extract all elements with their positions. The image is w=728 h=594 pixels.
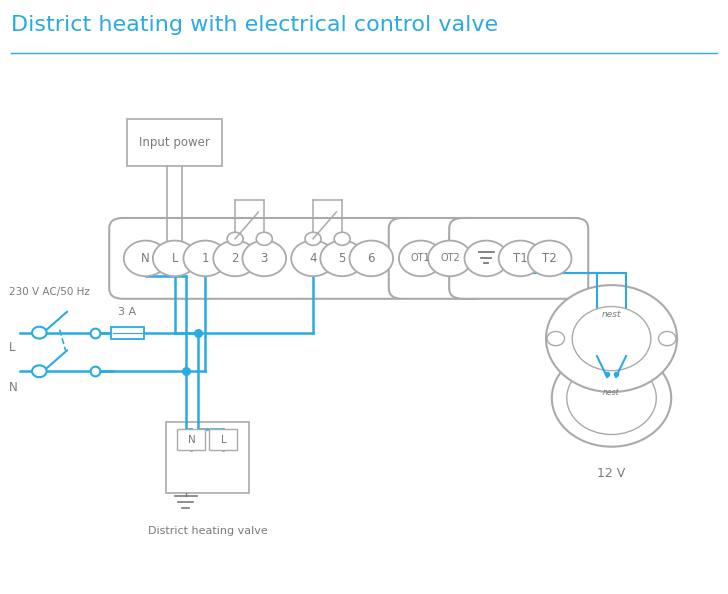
Circle shape [528, 241, 571, 276]
Circle shape [547, 331, 565, 346]
Text: L: L [9, 341, 15, 354]
Circle shape [546, 285, 677, 392]
Text: District heating with electrical control valve: District heating with electrical control… [11, 15, 498, 35]
Circle shape [32, 327, 47, 339]
Text: nest: nest [602, 310, 621, 319]
Circle shape [256, 232, 272, 245]
Text: N: N [9, 381, 17, 394]
Bar [111, 327, 144, 339]
Text: 6: 6 [368, 252, 375, 265]
Text: 1: 1 [202, 252, 209, 265]
FancyBboxPatch shape [449, 218, 588, 299]
Circle shape [213, 241, 257, 276]
Circle shape [320, 241, 364, 276]
Circle shape [572, 307, 651, 371]
Text: District heating valve: District heating valve [148, 526, 267, 536]
Text: 2: 2 [232, 252, 239, 265]
Circle shape [183, 241, 227, 276]
Circle shape [499, 241, 542, 276]
Circle shape [334, 232, 350, 245]
Circle shape [349, 241, 393, 276]
Text: L: L [172, 252, 178, 265]
Circle shape [464, 241, 508, 276]
Text: T2: T2 [542, 252, 557, 265]
Text: 3: 3 [261, 252, 268, 265]
Circle shape [552, 349, 671, 447]
FancyBboxPatch shape [109, 218, 410, 299]
FancyBboxPatch shape [389, 218, 486, 299]
Text: T1: T1 [513, 252, 528, 265]
Bar [177, 429, 205, 450]
Text: 3 A: 3 A [119, 307, 136, 317]
Circle shape [305, 232, 321, 245]
Text: OT1: OT1 [411, 254, 430, 263]
Text: L: L [221, 435, 226, 444]
Text: N: N [141, 252, 150, 265]
Circle shape [659, 331, 676, 346]
Circle shape [242, 241, 286, 276]
Circle shape [32, 365, 47, 377]
Circle shape [399, 241, 443, 276]
Text: 12 V: 12 V [598, 467, 625, 481]
Text: Input power: Input power [139, 136, 210, 149]
Circle shape [227, 232, 243, 245]
Bar [598, 339, 625, 352]
Circle shape [124, 241, 167, 276]
Circle shape [153, 241, 197, 276]
Text: OT2: OT2 [440, 254, 460, 263]
Bar [165, 422, 249, 493]
Circle shape [291, 241, 335, 276]
Bar [127, 119, 222, 166]
Circle shape [428, 241, 472, 276]
Text: N: N [188, 435, 195, 444]
Text: 4: 4 [309, 252, 317, 265]
Bar [209, 429, 237, 450]
Text: 230 V AC/50 Hz: 230 V AC/50 Hz [9, 287, 90, 297]
Text: 5: 5 [339, 252, 346, 265]
Circle shape [566, 361, 657, 435]
Text: nest: nest [604, 387, 620, 397]
